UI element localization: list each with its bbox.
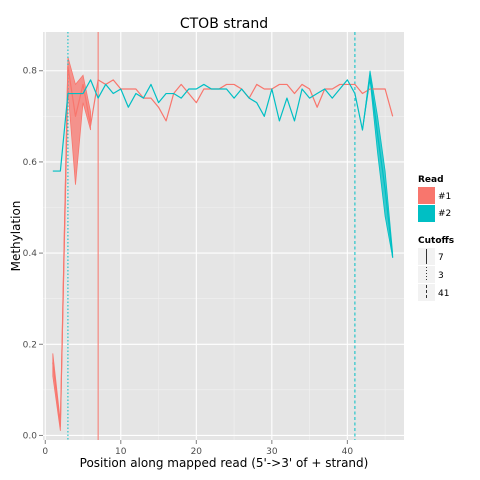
y-tick-label: 0.2 xyxy=(23,340,37,350)
y-tick-label: 0.0 xyxy=(23,431,38,441)
legend-key-read-1 xyxy=(418,187,435,204)
y-axis-title: Methylation xyxy=(9,201,23,272)
y-tick-label: 0.8 xyxy=(23,67,38,77)
legend-label-cutoff-7: 7 xyxy=(438,253,444,263)
legend: Read #1 #2 Cutoffs 7 3 41 xyxy=(418,175,454,301)
legend-label-read-1: #1 xyxy=(438,192,451,202)
legend-label-cutoff-41: 41 xyxy=(438,289,449,299)
x-tick-label: 0 xyxy=(42,447,48,457)
plot-panel xyxy=(43,32,404,440)
legend-key-read-2 xyxy=(418,205,435,222)
legend-label-read-2: #2 xyxy=(438,209,451,219)
x-axis-title: Position along mapped read (5'->3' of + … xyxy=(80,456,369,470)
legend-key-cutoff-3 xyxy=(418,266,435,283)
legend-read-title: Read xyxy=(418,175,444,185)
y-axis-ticks: 0.0 0.2 0.4 0.6 0.8 xyxy=(23,67,43,442)
x-axis-ticks: 0 10 20 30 40 xyxy=(42,440,353,457)
legend-cutoffs-title: Cutoffs xyxy=(418,236,454,246)
chart-title: CTOB strand xyxy=(180,16,268,32)
legend-label-cutoff-3: 3 xyxy=(438,271,444,281)
y-tick-label: 0.4 xyxy=(23,249,38,259)
y-tick-label: 0.6 xyxy=(23,158,38,168)
